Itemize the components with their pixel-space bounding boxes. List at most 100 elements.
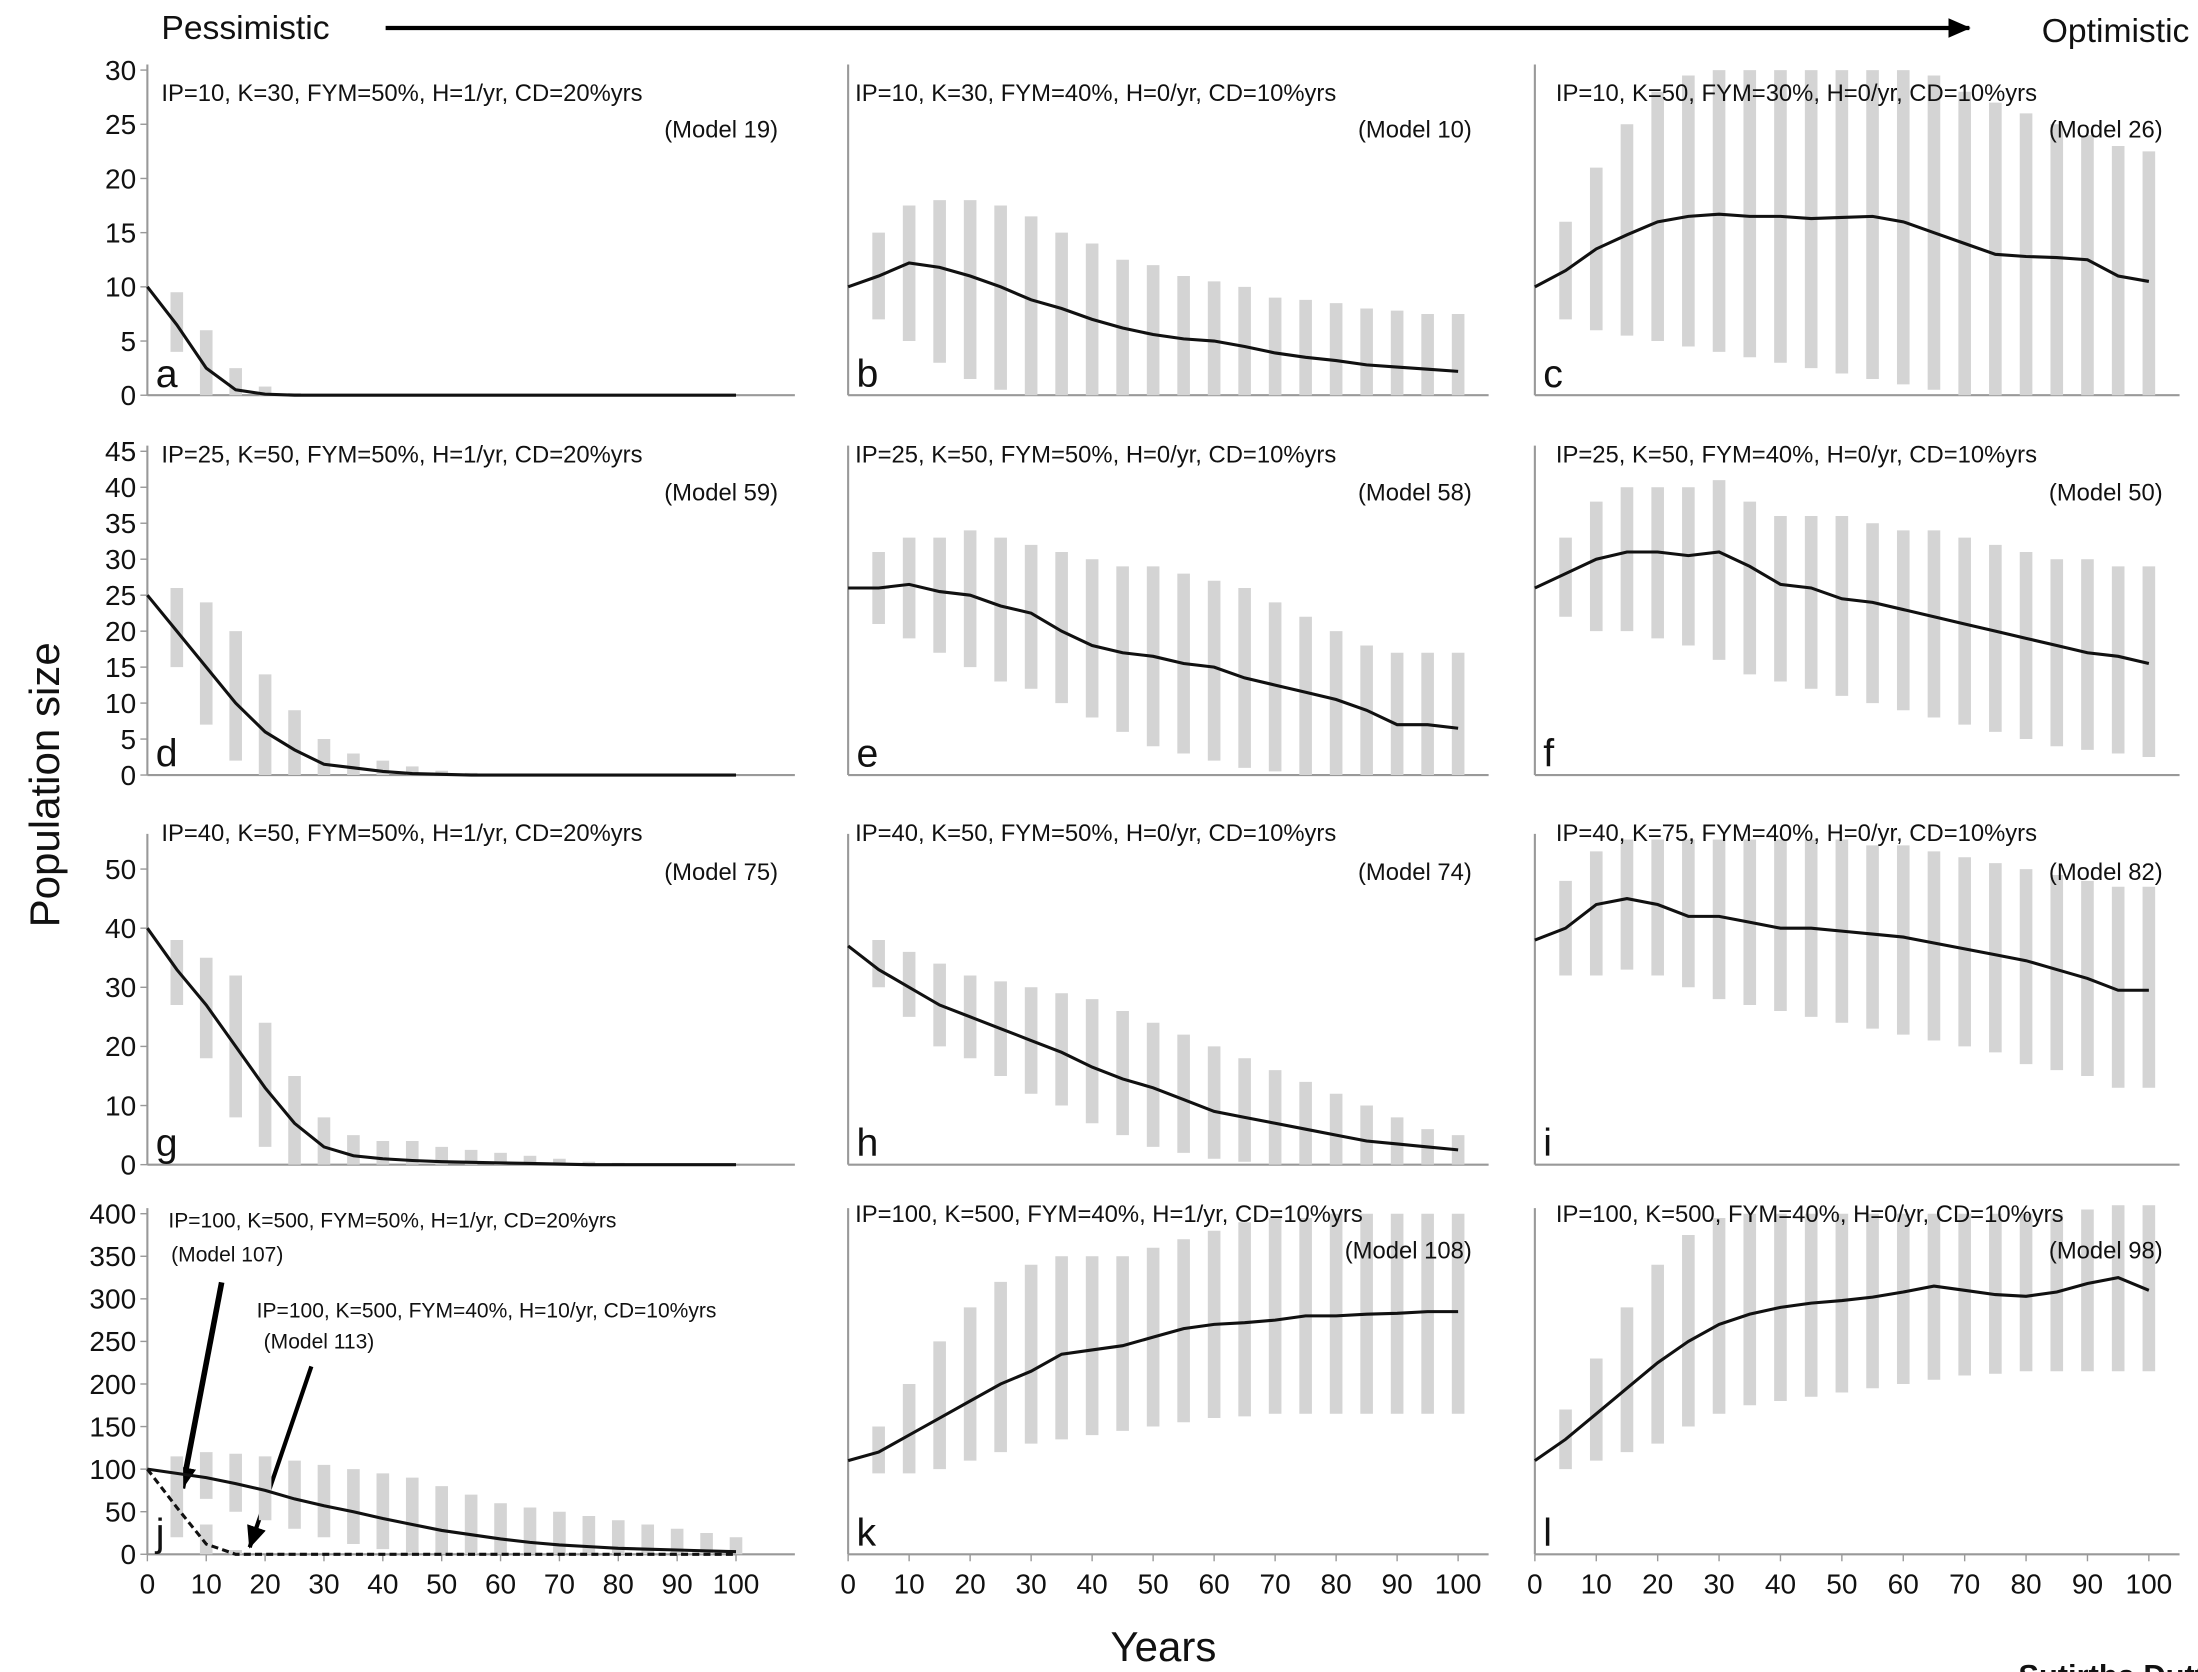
- y-tick-label: 20: [105, 1031, 136, 1062]
- y-tick-label: 40: [105, 913, 136, 944]
- x-tick-label: 90: [1382, 1569, 1413, 1600]
- y-tick-label: 400: [89, 1199, 136, 1230]
- x-tick-label: 10: [1581, 1569, 1612, 1600]
- y-tick-label: 30: [105, 972, 136, 1003]
- y-tick-label: 30: [105, 544, 136, 575]
- y-tick-label: 5: [121, 724, 137, 755]
- mean-line: [1533, 1275, 2150, 1462]
- panel-letter: g: [156, 1121, 178, 1165]
- x-tick-label: 0: [1527, 1569, 1543, 1600]
- y-tick-label: 10: [105, 272, 136, 303]
- panel-letter: e: [857, 732, 879, 776]
- mean-line: [847, 261, 1459, 373]
- mean-line: [1534, 897, 2149, 992]
- panel-letter: b: [857, 352, 879, 396]
- series-label: IP=100, K=500, FYM=40%, H=10/yr, CD=10%y…: [257, 1299, 717, 1322]
- y-tick-label: 50: [105, 854, 136, 885]
- series-label: IP=100, K=500, FYM=50%, H=1/yr, CD=20%yr…: [168, 1210, 616, 1233]
- header-right: Optimistic: [2042, 13, 2190, 50]
- panel-title: IP=100, K=500, FYM=40%, H=0/yr, CD=10%yr…: [1556, 1201, 2064, 1228]
- mean-line: [146, 285, 737, 397]
- y-tick-label: 200: [89, 1369, 136, 1400]
- x-tick-label: 70: [1260, 1569, 1291, 1600]
- y-tick-label: 0: [121, 1539, 137, 1570]
- x-tick-label: 20: [250, 1569, 281, 1600]
- credit: Sutirtha Dutta: [2018, 1658, 2198, 1672]
- x-tick-label: 30: [308, 1569, 339, 1600]
- panel-title: IP=25, K=50, FYM=40%, H=0/yr, CD=10%yrs: [1556, 441, 2037, 468]
- y-tick-label: 0: [121, 760, 137, 791]
- header-left: Pessimistic: [161, 10, 329, 47]
- panel-model: (Model 19): [664, 116, 778, 143]
- x-tick-label: 70: [544, 1569, 575, 1600]
- y-axis-label: Population size: [21, 642, 68, 927]
- y-tick-label: 35: [105, 508, 136, 539]
- x-tick-label: 90: [662, 1569, 693, 1600]
- panel-model: (Model 58): [1358, 479, 1472, 506]
- panel-title: IP=40, K=50, FYM=50%, H=0/yr, CD=10%yrs: [855, 820, 1336, 847]
- panel-model: (Model 26): [2049, 116, 2163, 143]
- panel-title: IP=25, K=50, FYM=50%, H=0/yr, CD=10%yrs: [855, 441, 1336, 468]
- x-tick-label: 0: [140, 1569, 156, 1600]
- panel-title: IP=40, K=75, FYM=40%, H=0/yr, CD=10%yrs: [1556, 820, 2037, 847]
- x-tick-label: 100: [2125, 1569, 2172, 1600]
- x-tick-label: 80: [603, 1569, 634, 1600]
- x-tick-label: 80: [1321, 1569, 1352, 1600]
- panel-letter: j: [155, 1511, 165, 1555]
- y-tick-label: 100: [89, 1454, 136, 1485]
- y-tick-label: 20: [105, 163, 136, 194]
- y-tick-label: 150: [89, 1411, 136, 1442]
- y-tick-label: 50: [105, 1497, 136, 1528]
- mean-line: [147, 1467, 737, 1554]
- y-tick-label: 15: [105, 652, 136, 683]
- x-axis-label: Years: [1110, 1623, 1216, 1670]
- mean-line: [848, 582, 1459, 730]
- panel-model: (Model 108): [1345, 1238, 1472, 1265]
- y-tick-label: 350: [89, 1241, 136, 1272]
- x-tick-label: 60: [1888, 1569, 1919, 1600]
- x-tick-label: 80: [2010, 1569, 2041, 1600]
- panel-letter: d: [156, 732, 178, 776]
- x-tick-label: 20: [1642, 1569, 1673, 1600]
- mean-line: [847, 944, 1459, 1152]
- x-tick-label: 100: [713, 1569, 760, 1600]
- mean-line: [146, 927, 737, 1167]
- x-tick-label: 0: [840, 1569, 856, 1600]
- series-model: (Model 113): [264, 1330, 375, 1353]
- y-tick-label: 20: [105, 616, 136, 647]
- panel-model: (Model 98): [2049, 1238, 2163, 1265]
- y-tick-label: 0: [121, 380, 137, 411]
- x-tick-label: 40: [1077, 1569, 1108, 1600]
- x-tick-label: 10: [191, 1569, 222, 1600]
- x-tick-label: 30: [1016, 1569, 1047, 1600]
- mean-line: [146, 1468, 737, 1556]
- y-tick-label: 300: [89, 1284, 136, 1315]
- panel-letter: k: [857, 1511, 877, 1555]
- y-tick-label: 250: [89, 1326, 136, 1357]
- panel-letter: i: [1543, 1121, 1552, 1165]
- panel-letter: h: [857, 1121, 879, 1165]
- x-tick-label: 40: [367, 1569, 398, 1600]
- x-tick-label: 50: [1138, 1569, 1169, 1600]
- mean-line: [146, 594, 737, 777]
- panel-title: IP=10, K=30, FYM=50%, H=1/yr, CD=20%yrs: [161, 80, 642, 107]
- panel-model: (Model 59): [664, 479, 778, 506]
- y-tick-label: 10: [105, 688, 136, 719]
- y-tick-label: 5: [121, 326, 137, 357]
- mean-line: [1534, 212, 2150, 289]
- y-tick-label: 0: [121, 1149, 137, 1180]
- panel-title: IP=100, K=500, FYM=40%, H=1/yr, CD=10%yr…: [855, 1201, 1363, 1228]
- x-tick-label: 90: [2072, 1569, 2103, 1600]
- y-tick-label: 30: [105, 55, 136, 86]
- x-tick-label: 50: [426, 1569, 457, 1600]
- y-tick-label: 10: [105, 1090, 136, 1121]
- panel-letter: a: [156, 352, 178, 396]
- x-tick-label: 50: [1826, 1569, 1857, 1600]
- panel-title: IP=25, K=50, FYM=50%, H=1/yr, CD=20%yrs: [161, 441, 642, 468]
- panel-letter: f: [1543, 732, 1554, 776]
- panel-title: IP=10, K=30, FYM=40%, H=0/yr, CD=10%yrs: [855, 80, 1336, 107]
- series-model: (Model 107): [171, 1243, 283, 1266]
- x-tick-label: 70: [1949, 1569, 1980, 1600]
